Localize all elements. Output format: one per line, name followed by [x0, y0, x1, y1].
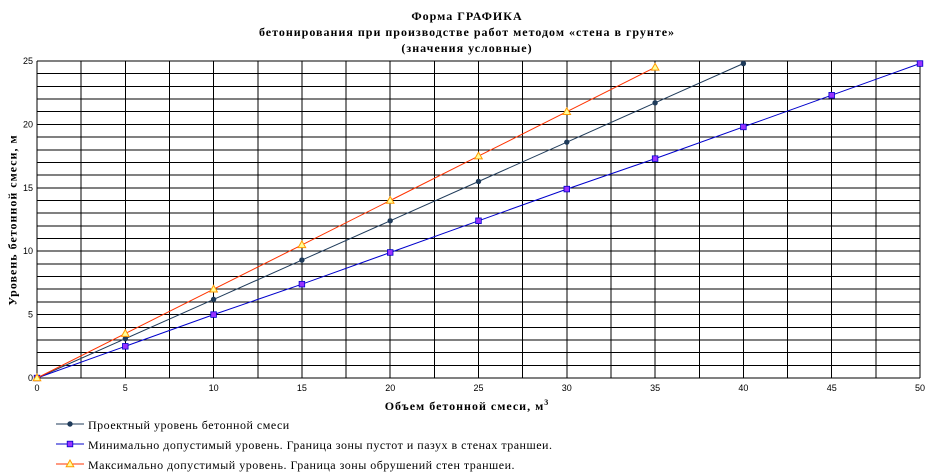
data-point-minimum-level: [210, 311, 217, 318]
x-tick-label: 45: [827, 383, 837, 393]
y-tick-label: 25: [23, 56, 33, 66]
chart-title-line-1: Форма ГРАФИКА: [411, 9, 523, 23]
x-tick-label: 40: [738, 383, 748, 393]
data-point-design-level: [387, 218, 393, 224]
legend-label-design-level: Проектный уровень бетонной смеси: [88, 418, 290, 432]
data-point-maximum-level: [385, 195, 395, 204]
series-minimum-level: [33, 60, 924, 382]
series-maximum-level: [32, 62, 660, 382]
y-tick-label: 10: [23, 246, 33, 256]
x-tick-label: 25: [473, 383, 483, 393]
data-point-minimum-level: [386, 249, 394, 256]
legend-marker: [65, 458, 75, 468]
x-axis-label: Объем бетонной смеси, м3: [384, 398, 550, 413]
data-point-maximum-level: [32, 372, 42, 382]
data-point-design-level: [564, 139, 570, 145]
y-tick-label: 20: [23, 119, 33, 129]
data-point-minimum-level: [563, 185, 570, 193]
y-tick-label: 0: [28, 373, 33, 383]
legend-label-maximum-level: Максимально допустимый уровень. Граница …: [88, 458, 515, 472]
x-tick-label: 50: [915, 383, 925, 393]
data-point-design-level: [210, 296, 217, 303]
x-tick-label: 5: [123, 383, 128, 393]
x-tick-label: 30: [562, 383, 572, 393]
data-point-minimum-level: [916, 60, 924, 67]
data-point-minimum-level: [122, 343, 129, 350]
data-point-maximum-level: [473, 151, 484, 160]
y-tick-label: 5: [28, 310, 33, 320]
data-point-maximum-level: [208, 284, 219, 293]
series-line-maximum-level: [36, 66, 656, 379]
y-tick-label: 15: [23, 183, 33, 193]
legend-label-minimum-level: Минимально допустимый уровень. Граница з…: [88, 438, 553, 452]
chart-title-line-2: бетонирования при производстве работ мет…: [258, 25, 676, 39]
data-point-maximum-level: [562, 106, 572, 116]
data-point-maximum-level: [297, 239, 307, 249]
data-point-maximum-level: [120, 328, 130, 337]
legend-swatch-design-level: [56, 421, 84, 427]
legend-swatch-minimum-level: [56, 440, 84, 448]
data-point-design-level: [740, 60, 747, 67]
data-point-design-level: [299, 257, 305, 263]
x-tick-label: 15: [297, 383, 307, 393]
data-point-maximum-level: [650, 62, 660, 71]
chart-title-line-3: (значения условные): [401, 41, 533, 55]
data-point-design-level: [122, 335, 128, 342]
legend-marker: [67, 421, 73, 427]
x-tick-label: 0: [34, 383, 39, 393]
legend-marker: [66, 440, 74, 448]
data-point-minimum-level: [740, 123, 747, 131]
data-point-minimum-level: [475, 217, 482, 224]
data-point-minimum-level: [651, 155, 659, 162]
x-tick-label: 20: [385, 383, 395, 393]
data-point-design-level: [652, 100, 658, 106]
legend-swatch-maximum-level: [56, 458, 84, 468]
data-point-minimum-level: [828, 92, 835, 99]
data-point-design-level: [475, 178, 482, 185]
x-tick-label: 35: [650, 383, 660, 393]
x-tick-label: 10: [209, 383, 219, 393]
data-point-minimum-level: [298, 280, 306, 288]
